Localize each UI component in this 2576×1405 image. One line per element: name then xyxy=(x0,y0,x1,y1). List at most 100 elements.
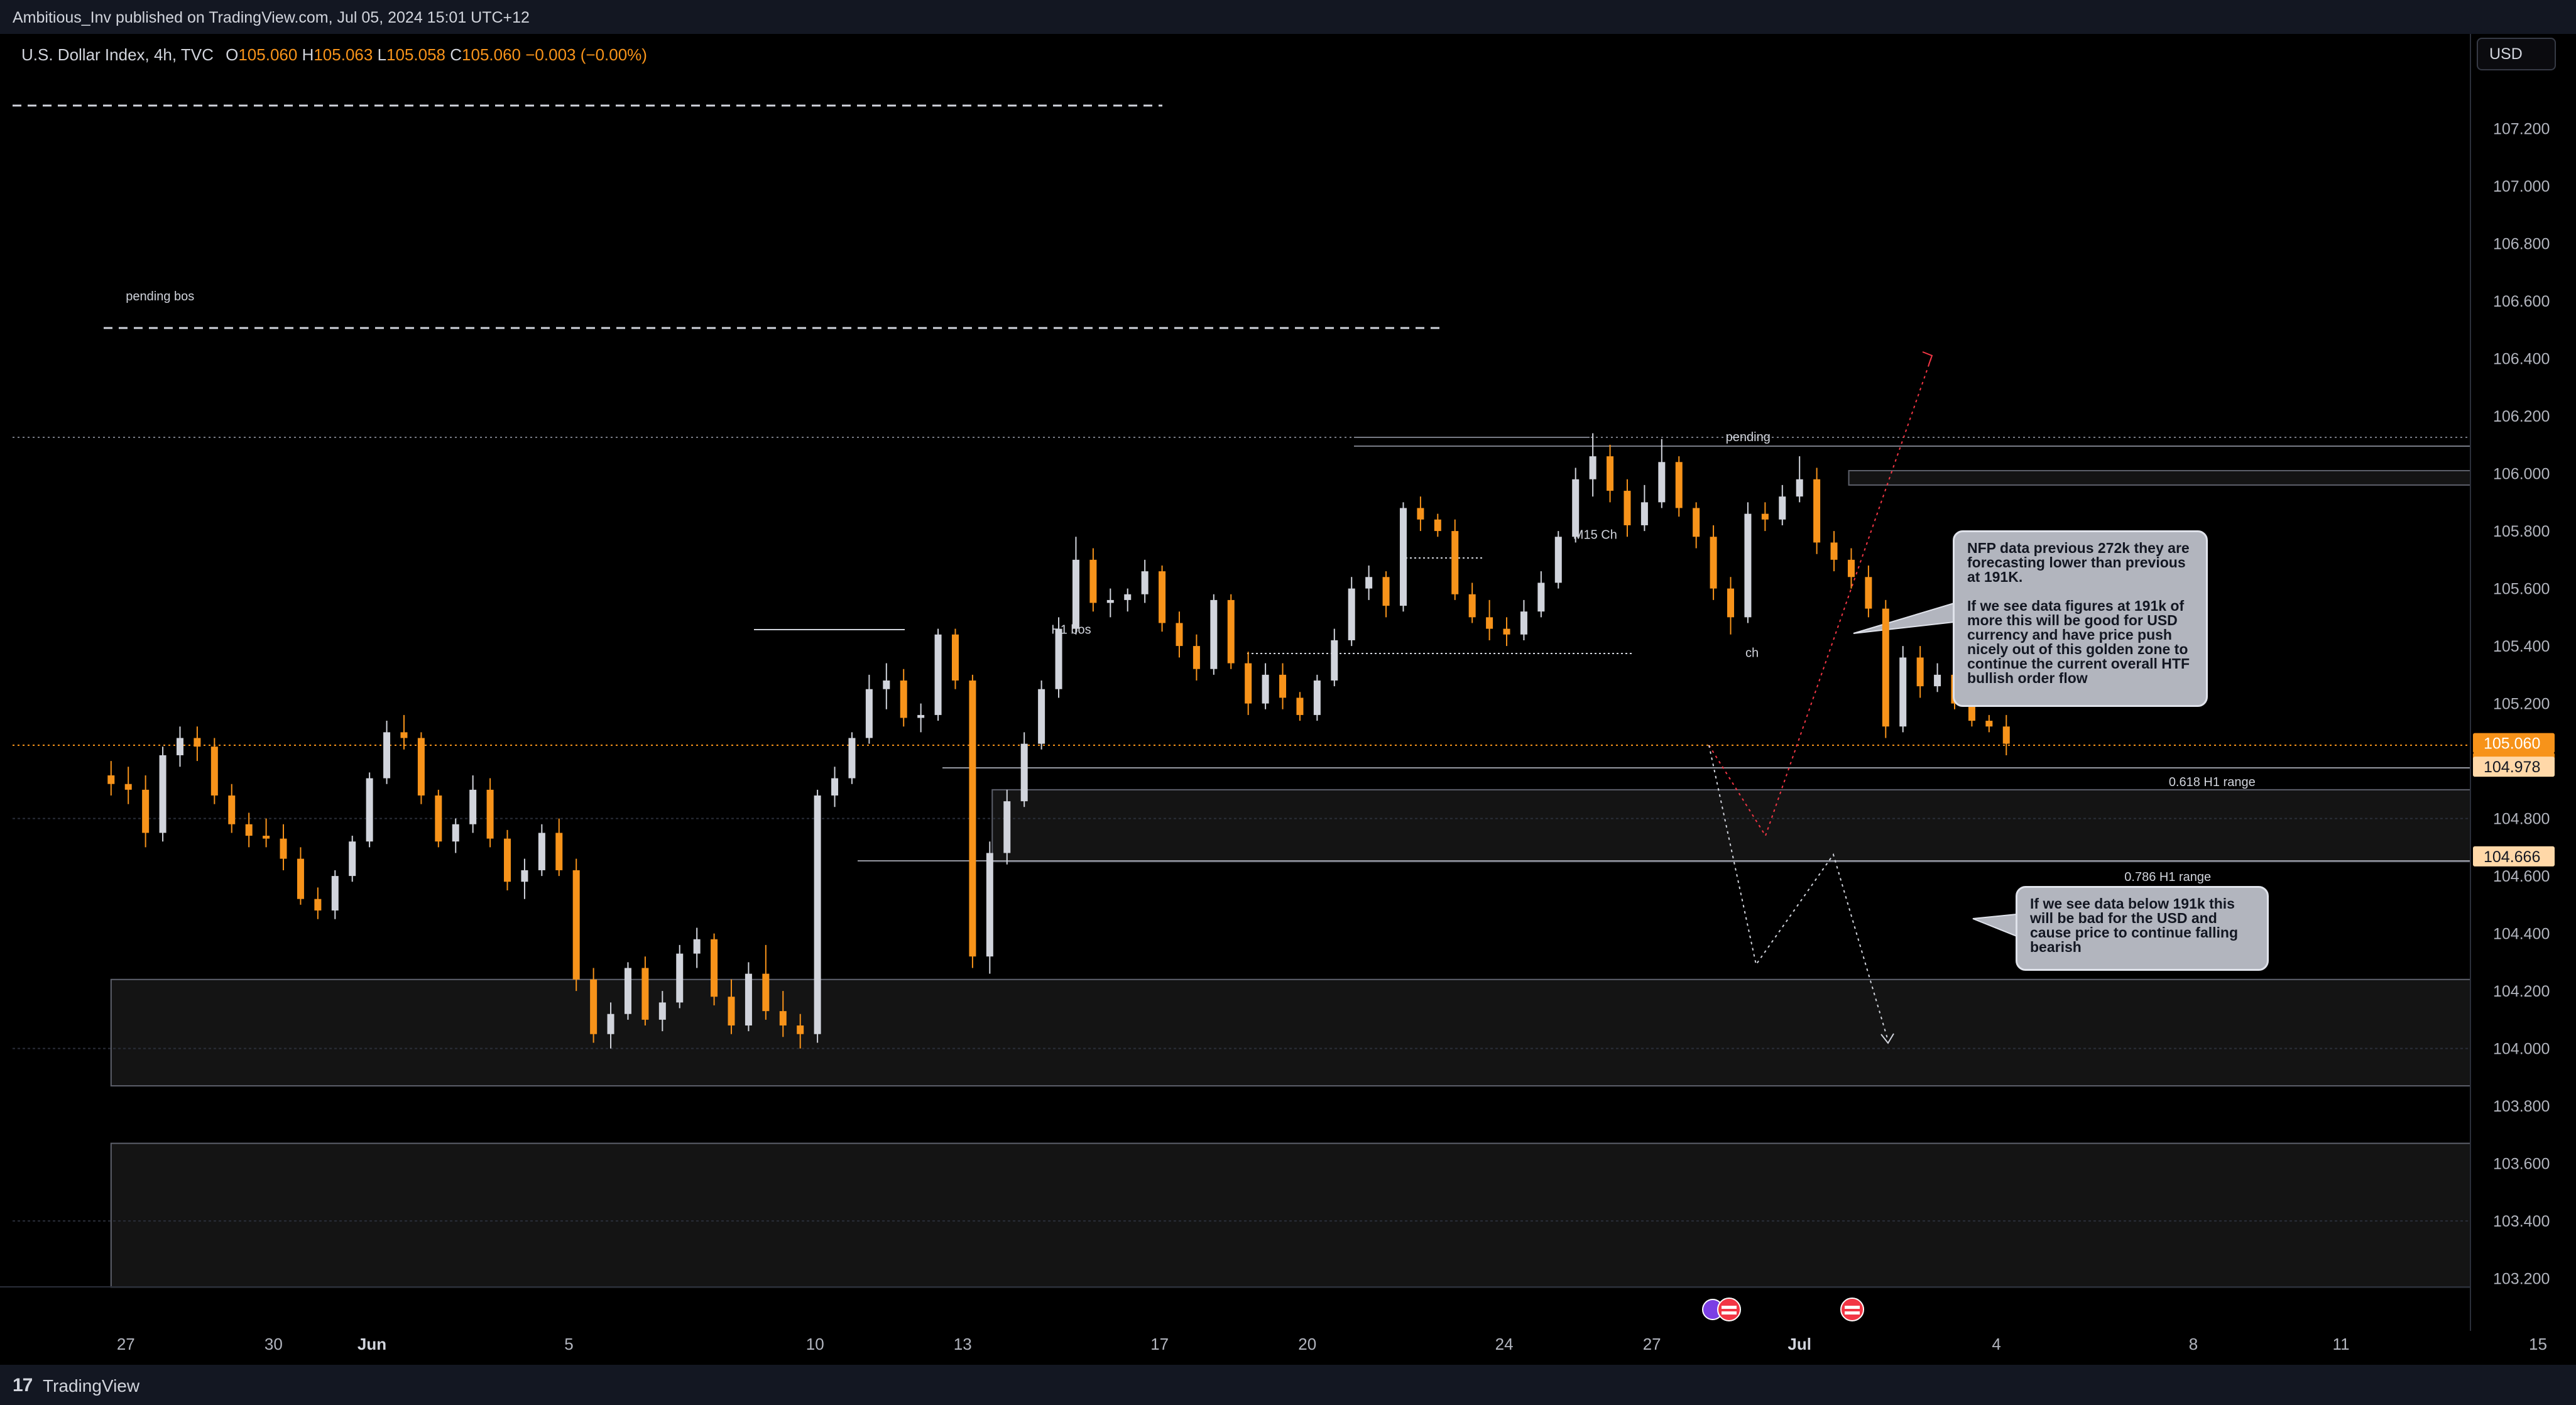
y-tick-label: 104.800 xyxy=(2493,811,2550,828)
candle-body xyxy=(142,789,150,833)
candle-body xyxy=(349,841,356,877)
bullish-arrow-head xyxy=(1922,351,1933,365)
candle-body xyxy=(1245,663,1252,704)
candle-body xyxy=(1830,542,1838,560)
x-tick-label: 30 xyxy=(265,1335,283,1353)
candle-body xyxy=(1072,559,1079,629)
candle-body xyxy=(1331,640,1338,681)
high-label: H xyxy=(302,45,314,64)
candle-body xyxy=(1693,508,1700,537)
candle-body xyxy=(366,778,373,842)
time-axis[interactable]: 2730Jun5101317202427Jul481115182225 xyxy=(0,1286,2576,1353)
ohlc-legend: U.S. Dollar Index, 4h, TVC O105.060 H105… xyxy=(21,45,647,65)
chart-annotation: M15 Ch xyxy=(1573,528,1617,542)
x-tick-label: 17 xyxy=(1150,1335,1169,1353)
candle-body xyxy=(951,634,959,681)
candle-body xyxy=(331,876,339,910)
candle-body xyxy=(1296,697,1304,715)
candle-body xyxy=(1744,513,1752,618)
candle-body xyxy=(934,634,942,715)
candle-body xyxy=(1916,657,1924,687)
candle-body xyxy=(1124,594,1132,600)
candle-body xyxy=(1796,479,1803,497)
low-value: 105.058 xyxy=(386,45,446,64)
candle-body xyxy=(762,973,770,1012)
candle-body xyxy=(1503,628,1510,635)
flag-stripe xyxy=(1722,1306,1737,1309)
candle-body xyxy=(1227,599,1235,664)
y-tick-label: 107.000 xyxy=(2493,178,2550,195)
note-bearish-scenario[interactable]: If we see data below 191k this will be b… xyxy=(2016,886,2269,971)
x-tick-label: 27 xyxy=(117,1335,135,1353)
candle-body xyxy=(1192,646,1200,669)
candle-body xyxy=(1399,508,1407,606)
y-tick-label: 105.600 xyxy=(2493,581,2550,598)
candle-body xyxy=(124,784,132,790)
flag-icon-us[interactable] xyxy=(1840,1298,1864,1321)
candle-body xyxy=(1572,479,1580,537)
candle-body xyxy=(521,870,528,882)
candle-body xyxy=(745,973,752,1025)
candle-body xyxy=(848,738,856,779)
symbol-title[interactable]: U.S. Dollar Index, 4h, TVC xyxy=(21,45,214,64)
candle-body xyxy=(641,968,649,1020)
x-tick-label: 13 xyxy=(954,1335,972,1353)
candle-body xyxy=(469,789,477,824)
flag-icon-us[interactable] xyxy=(1717,1298,1741,1321)
y-tick-label: 106.200 xyxy=(2493,408,2550,425)
candle-body xyxy=(1899,657,1907,727)
x-tick-label: 27 xyxy=(1643,1335,1661,1353)
candle-body xyxy=(1985,721,1993,727)
candle-body xyxy=(210,746,218,795)
candle-body xyxy=(1554,537,1562,583)
x-tick-label: 4 xyxy=(1992,1335,2000,1353)
x-tick-label: 10 xyxy=(806,1335,824,1353)
candle-body xyxy=(658,1002,666,1020)
chart-annotation: ch xyxy=(1745,646,1759,660)
note-bullish-scenario[interactable]: NFP data previous 272k they are forecast… xyxy=(1953,530,2208,707)
candle-body xyxy=(159,755,166,833)
brand-name[interactable]: TradingView xyxy=(43,1376,140,1396)
currency-button[interactable]: USD xyxy=(2477,38,2556,70)
zones-layer xyxy=(110,470,2472,1288)
candle-body xyxy=(797,1025,804,1034)
candle-body xyxy=(590,979,598,1034)
candle-body xyxy=(900,681,907,718)
candle-body xyxy=(504,838,511,882)
candle-body xyxy=(452,824,459,842)
y-tick-label: 106.000 xyxy=(2493,466,2550,483)
candle-body xyxy=(1486,617,1493,629)
candle-body xyxy=(1141,571,1149,594)
candle-body xyxy=(865,689,873,738)
candle-body xyxy=(676,953,684,1003)
price-tag-label: 104.666 xyxy=(2484,848,2540,866)
candle-body xyxy=(1727,588,1735,618)
candles-layer xyxy=(107,433,2010,1049)
candle-body xyxy=(1382,577,1390,606)
price-axis[interactable]: 107.200 107.000 106.800 106.600 106.400 106.2… xyxy=(2470,34,2576,1365)
candle-body xyxy=(486,789,494,839)
candle-body xyxy=(607,1014,614,1034)
candle-body xyxy=(297,858,304,899)
price-tag-label: 104.978 xyxy=(2484,758,2540,776)
close-value: 105.060 xyxy=(462,45,521,64)
candle-body xyxy=(194,738,201,747)
candle-body xyxy=(176,738,183,755)
event-markers[interactable] xyxy=(1702,1298,1864,1321)
bearish-projection-path xyxy=(1708,745,1889,1041)
candle-body xyxy=(1468,594,1476,618)
candle-body xyxy=(2002,726,2010,744)
candle-body xyxy=(1658,462,1666,503)
candle-body xyxy=(400,732,408,738)
price-axis-bg xyxy=(2470,34,2576,1365)
candle-body xyxy=(831,778,839,795)
candle-body xyxy=(1159,571,1166,623)
publisher-text: Ambitious_Inv published on TradingView.c… xyxy=(13,9,530,26)
candle-body xyxy=(383,732,391,779)
candle-body xyxy=(1038,689,1045,744)
tradingview-logo[interactable]: 17 xyxy=(13,1375,33,1396)
x-tick-label: Jun xyxy=(357,1335,386,1353)
candle-body xyxy=(1589,456,1596,479)
candle-body xyxy=(228,795,236,824)
